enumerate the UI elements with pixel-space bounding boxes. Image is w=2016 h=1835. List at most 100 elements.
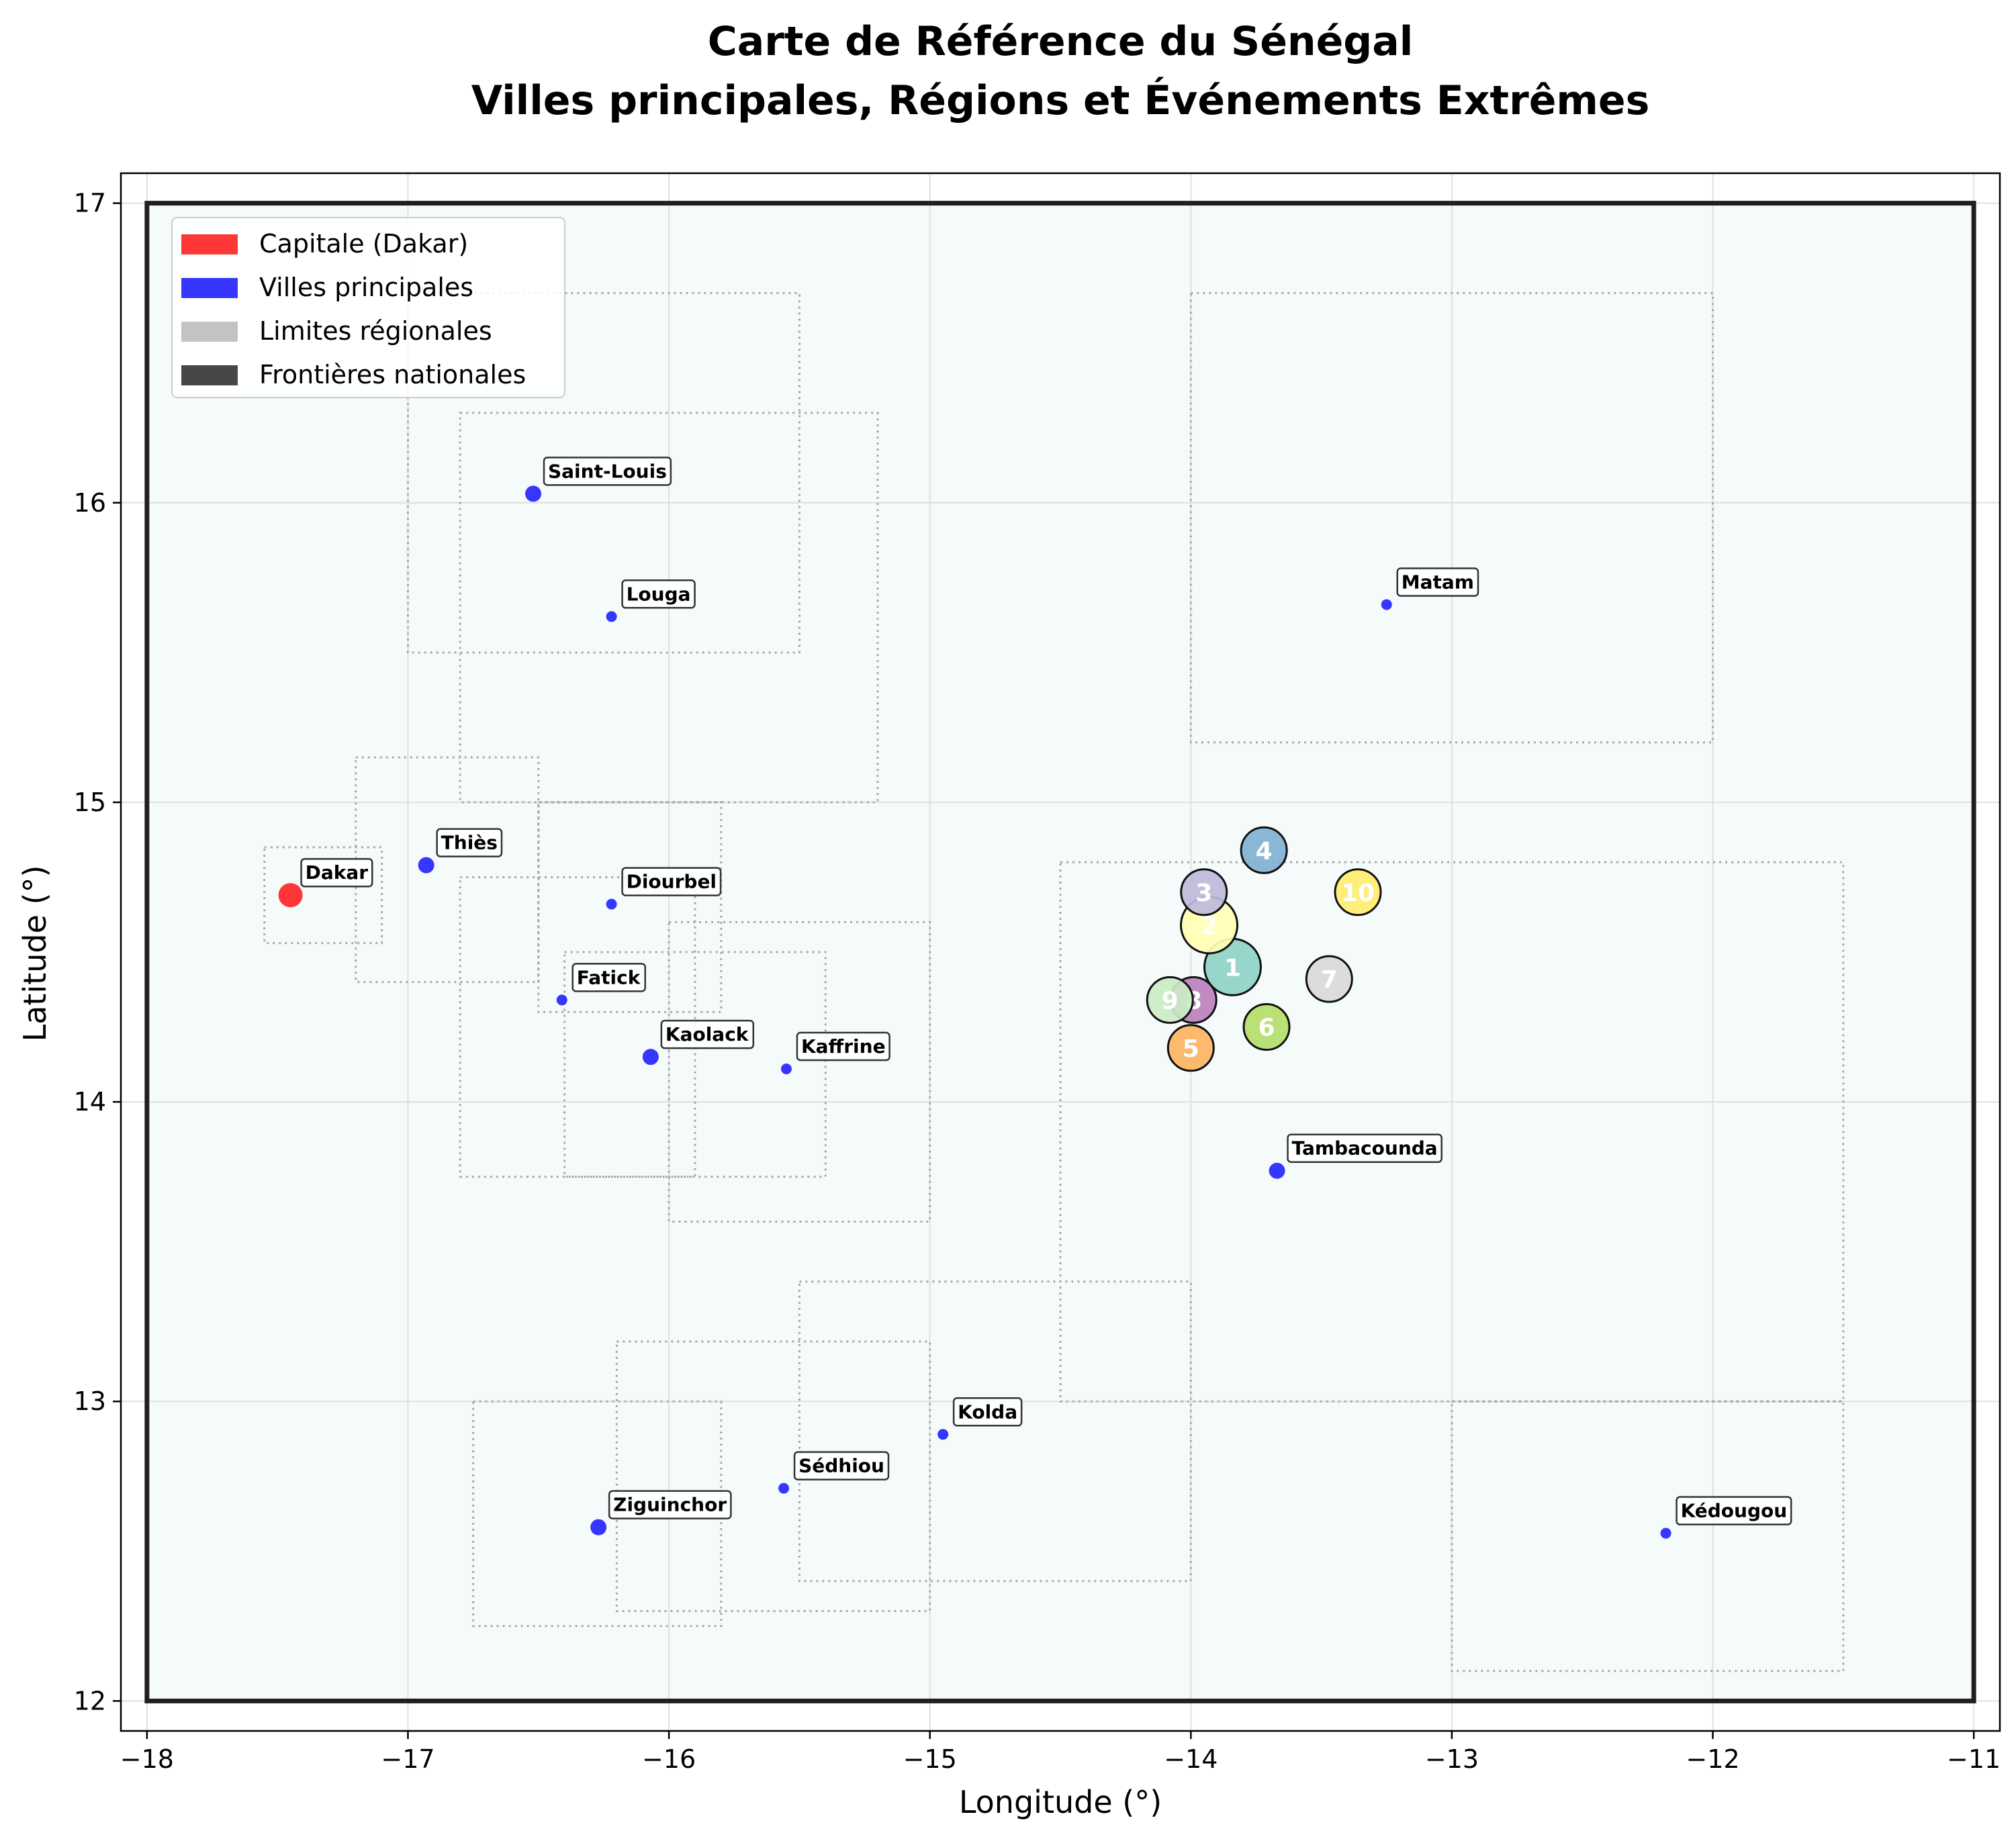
city-marker-thies bbox=[418, 857, 434, 874]
city-label-kedougou: Kédougou bbox=[1681, 1500, 1788, 1522]
city-marker-diourbel bbox=[606, 898, 617, 910]
city-marker-saint-louis bbox=[525, 485, 542, 502]
city-annotation-matam: Matam bbox=[1396, 567, 1479, 597]
city-marker-ziguinchor bbox=[590, 1519, 607, 1536]
city-label-box-thies bbox=[436, 828, 503, 857]
legend-label-2: Villes principales bbox=[259, 273, 473, 302]
city-annotation-fatick: Fatick bbox=[571, 963, 646, 992]
city-annotation-ziguinchor: Ziguinchor bbox=[608, 1490, 732, 1519]
event-label-3: 3 bbox=[1195, 880, 1212, 907]
x-tick-label: −11 bbox=[1947, 1744, 2001, 1774]
legend-label-1: Capitale (Dakar) bbox=[259, 229, 468, 258]
event-marker-4 bbox=[1240, 826, 1288, 874]
city-label-dakar: Dakar bbox=[306, 861, 369, 884]
city-marker-matam bbox=[1381, 599, 1392, 610]
event-marker-3 bbox=[1180, 868, 1228, 916]
event-label-4: 4 bbox=[1256, 837, 1273, 865]
city-label-box-kaffrine bbox=[796, 1031, 890, 1062]
city-marker-kolda bbox=[937, 1429, 949, 1440]
legend-label-3: Limites régionales bbox=[259, 316, 492, 346]
city-label-box-matam bbox=[1396, 567, 1479, 597]
y-tick-label: 16 bbox=[74, 488, 106, 518]
city-label-kolda: Kolda bbox=[958, 1401, 1017, 1423]
city-label-tambacounda: Tambacounda bbox=[1292, 1137, 1438, 1160]
region-boundary-4 bbox=[459, 412, 879, 804]
legend-swatch-1 bbox=[181, 234, 238, 254]
event-label-2: 2 bbox=[1201, 912, 1218, 940]
city-annotation-sedhiou: Sédhiou bbox=[793, 1451, 890, 1480]
event-marker-10 bbox=[1334, 868, 1382, 916]
city-label-kaffrine: Kaffrine bbox=[801, 1035, 886, 1057]
city-label-matam: Matam bbox=[1402, 571, 1474, 593]
city-marker-kaffrine bbox=[780, 1064, 792, 1074]
event-marker-9 bbox=[1146, 976, 1194, 1024]
event-marker-6 bbox=[1242, 1003, 1291, 1051]
legend-label-4: Frontières nationales bbox=[259, 360, 526, 389]
city-marker-kedougou bbox=[1660, 1527, 1671, 1539]
y-tick-label: 15 bbox=[74, 788, 106, 817]
event-label-6: 6 bbox=[1258, 1015, 1275, 1042]
city-label-box-saint-louis bbox=[543, 457, 672, 486]
x-tick-label: −18 bbox=[120, 1744, 174, 1774]
city-label-kaolack: Kaolack bbox=[666, 1023, 749, 1045]
region-boundary-7 bbox=[563, 951, 827, 1178]
event-marker-7 bbox=[1305, 955, 1353, 1003]
x-tick-label: −13 bbox=[1425, 1744, 1479, 1774]
city-label-ziguinchor: Ziguinchor bbox=[613, 1494, 727, 1516]
city-label-box-ziguinchor bbox=[608, 1490, 732, 1519]
x-tick-label: −16 bbox=[642, 1744, 696, 1774]
axes-frame bbox=[120, 172, 2001, 1732]
city-label-box-fatick bbox=[571, 963, 646, 992]
x-tick-label: −17 bbox=[381, 1744, 434, 1774]
region-boundary-11 bbox=[1451, 1400, 1845, 1673]
city-annotation-kaolack: Kaolack bbox=[660, 1019, 755, 1049]
chart-title-line1: Carte de Référence du Sénégal bbox=[708, 18, 1414, 65]
city-label-thies: Thiès bbox=[441, 832, 498, 854]
region-boundary-5 bbox=[537, 801, 723, 1013]
y-tick-label: 13 bbox=[74, 1386, 106, 1416]
x-axis-label: Longitude (°) bbox=[959, 1784, 1162, 1820]
city-label-fatick: Fatick bbox=[577, 966, 641, 988]
event-label-5: 5 bbox=[1183, 1035, 1199, 1063]
y-tick-label: 14 bbox=[74, 1087, 106, 1117]
legend-swatch-4 bbox=[181, 365, 238, 385]
city-annotation-thies: Thiès bbox=[436, 828, 503, 857]
city-marker-fatick bbox=[556, 994, 567, 1006]
city-annotation-saint-louis: Saint-Louis bbox=[543, 457, 672, 486]
city-label-box-tambacounda bbox=[1287, 1133, 1442, 1163]
x-tick-label: −14 bbox=[1164, 1744, 1218, 1774]
y-tick-label: 12 bbox=[74, 1686, 106, 1715]
event-label-9: 9 bbox=[1162, 987, 1179, 1015]
city-marker-dakar bbox=[278, 883, 303, 908]
x-tick-label: −15 bbox=[903, 1744, 957, 1774]
city-label-box-kedougou bbox=[1676, 1496, 1792, 1525]
legend-box bbox=[171, 217, 565, 398]
city-label-box-dakar bbox=[300, 857, 373, 888]
national-fill bbox=[146, 203, 1974, 1701]
legend-swatch-2 bbox=[181, 278, 238, 298]
city-annotation-dakar: Dakar bbox=[300, 857, 373, 888]
legend-swatch-3 bbox=[181, 322, 238, 342]
y-axis-label: Latitude (°) bbox=[17, 865, 53, 1042]
region-boundary-13 bbox=[615, 1340, 931, 1613]
event-label-1: 1 bbox=[1224, 954, 1241, 982]
city-label-box-kaolack bbox=[660, 1019, 755, 1049]
city-annotation-tambacounda: Tambacounda bbox=[1287, 1133, 1442, 1163]
city-label-box-sedhiou bbox=[793, 1451, 890, 1480]
city-marker-tambacounda bbox=[1269, 1162, 1285, 1179]
region-boundary-1 bbox=[263, 846, 383, 945]
city-label-diourbel: Diourbel bbox=[627, 871, 717, 893]
x-tick-label: −12 bbox=[1686, 1744, 1739, 1774]
city-marker-kaolack bbox=[642, 1049, 659, 1066]
region-boundary-6 bbox=[459, 876, 696, 1178]
event-label-7: 7 bbox=[1321, 966, 1338, 994]
legend: Capitale (Dakar) Villes principales Limite… bbox=[171, 217, 565, 398]
chart-title-line2: Villes principales, Régions et Événement… bbox=[471, 76, 1650, 124]
national-border bbox=[144, 201, 1976, 1703]
city-label-box-louga bbox=[621, 579, 696, 609]
city-label-sedhiou: Sédhiou bbox=[798, 1455, 884, 1477]
city-annotation-kedougou: Kédougou bbox=[1676, 1496, 1792, 1525]
region-boundary-9 bbox=[1059, 861, 1845, 1403]
region-boundary-10 bbox=[1189, 291, 1714, 744]
